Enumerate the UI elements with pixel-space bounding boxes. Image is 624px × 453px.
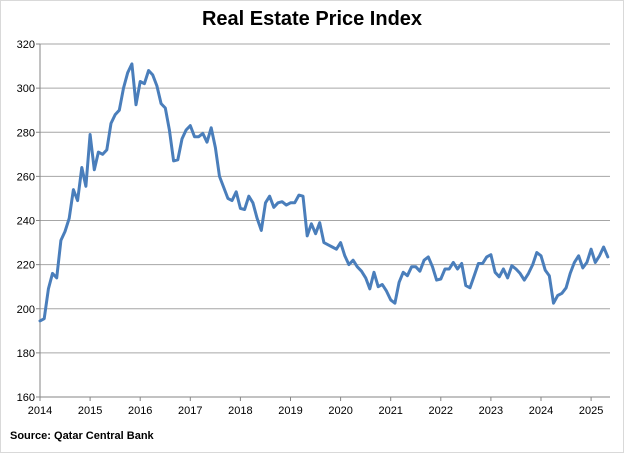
y-tick-label: 160 [17,392,35,404]
x-tick-label: 2024 [529,405,553,417]
y-tick-label: 280 [17,127,35,139]
y-tick-label: 240 [17,216,35,228]
x-tick-label: 2018 [228,405,252,417]
x-tick-label: 2021 [378,405,402,417]
x-tick-label: 2015 [78,405,102,417]
x-tick-label: 2014 [28,405,52,417]
x-tick-label: 2023 [479,405,503,417]
y-tick-label: 180 [17,348,35,360]
source-note: Source: Qatar Central Bank [10,430,154,442]
y-tick-label: 200 [17,304,35,316]
y-tick-label: 320 [17,39,35,51]
x-tick-label: 2017 [178,405,202,417]
x-tick-label: 2019 [278,405,302,417]
y-tick-label: 300 [17,83,35,95]
chart-title: Real Estate Price Index [201,8,423,30]
x-tick-label: 2022 [429,405,453,417]
x-tick-label: 2025 [579,405,603,417]
y-tick-label: 220 [17,260,35,272]
series-line [38,62,610,323]
x-tick-label: 2020 [328,405,352,417]
y-tick-label: 260 [17,171,35,183]
x-tick-label: 2016 [128,405,152,417]
